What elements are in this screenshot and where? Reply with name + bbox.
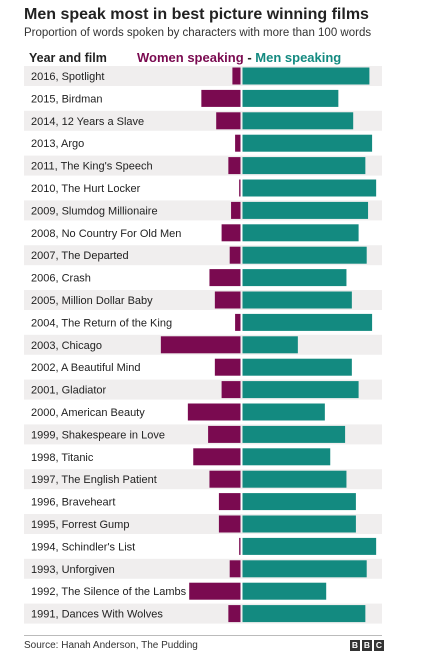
- source-note: Source: Hanah Anderson, The Pudding: [24, 640, 198, 651]
- column-header: Year and film: [29, 51, 107, 65]
- bar-men: [242, 313, 373, 331]
- bar-women: [221, 381, 241, 399]
- row-label: 2008, No Country For Old Men: [31, 228, 181, 240]
- row-label: 2004, The Return of the King: [31, 317, 172, 329]
- bar-women: [208, 425, 241, 443]
- bar-women: [229, 246, 241, 264]
- bar-men: [242, 89, 339, 107]
- row-label: 1993, Unforgiven: [31, 564, 115, 576]
- bar-women: [235, 313, 241, 331]
- legend-separator: -: [247, 50, 252, 65]
- bar-women: [221, 224, 241, 242]
- bar-men: [242, 134, 373, 152]
- bar-men: [242, 291, 352, 309]
- bar-men: [242, 537, 377, 555]
- row-label: 2005, Million Dollar Baby: [31, 295, 153, 307]
- row-label: 2013, Argo: [31, 138, 84, 150]
- bar-women: [229, 560, 241, 578]
- bar-men: [242, 67, 370, 85]
- bar-women: [239, 179, 241, 197]
- bar-men: [242, 179, 377, 197]
- row-label: 2015, Birdman: [31, 93, 103, 105]
- bar-men: [242, 336, 298, 354]
- row-label: 2009, Slumdog Millionaire: [31, 205, 158, 217]
- bar-men: [242, 425, 346, 443]
- bar-men: [242, 224, 359, 242]
- bar-women: [201, 89, 241, 107]
- row-label: 1997, The English Patient: [31, 474, 157, 486]
- bar-women: [216, 112, 241, 130]
- row-label: 1994, Schindler's List: [31, 541, 135, 553]
- legend: Women speaking - Men speaking: [137, 50, 341, 65]
- bar-women: [214, 358, 241, 376]
- logo-letter-c: C: [374, 640, 384, 651]
- row-label: 2003, Chicago: [31, 340, 102, 352]
- row-label: 2006, Crash: [31, 273, 91, 285]
- legend-men: Men speaking: [255, 50, 342, 65]
- bar-men: [242, 560, 367, 578]
- bar-women: [228, 605, 241, 623]
- row-label: 2000, American Beauty: [31, 407, 145, 419]
- bar-men: [242, 246, 367, 264]
- footer-divider: [24, 635, 382, 636]
- row-label: 1998, Titanic: [31, 452, 94, 464]
- bar-men: [242, 269, 347, 287]
- bar-men: [242, 201, 369, 219]
- bar-men: [242, 381, 359, 399]
- chart-title: Men speak most in best picture winning f…: [24, 6, 369, 23]
- row-label: 2010, The Hurt Locker: [31, 183, 141, 195]
- bar-men: [242, 157, 366, 175]
- bar-women: [231, 201, 241, 219]
- row-label: 2002, A Beautiful Mind: [31, 362, 140, 374]
- bar-women: [239, 537, 241, 555]
- bar-men: [242, 515, 356, 533]
- bar-women: [189, 582, 241, 600]
- bar-women: [218, 515, 241, 533]
- row-label: 2001, Gladiator: [31, 385, 107, 397]
- row-label: 1995, Forrest Gump: [31, 519, 129, 531]
- bar-women: [187, 403, 241, 421]
- row-label: 1991, Dances With Wolves: [31, 609, 163, 621]
- bar-women: [235, 134, 241, 152]
- bar-women: [193, 448, 241, 466]
- row-label: 2011, The King's Speech: [31, 161, 153, 173]
- bar-men: [242, 605, 366, 623]
- row-label: 2007, The Departed: [31, 250, 129, 262]
- bar-men: [242, 112, 354, 130]
- bar-women: [209, 470, 241, 488]
- bar-women: [160, 336, 241, 354]
- row-label: 2016, Spotlight: [31, 71, 104, 83]
- logo-letter-b1: B: [350, 640, 360, 651]
- row-label: 1999, Shakespeare in Love: [31, 429, 165, 441]
- bar-women: [228, 157, 241, 175]
- logo-letter-b2: B: [362, 640, 372, 651]
- row-label: 1992, The Silence of the Lambs: [31, 586, 187, 598]
- bbc-logo: B B C: [350, 640, 384, 651]
- bar-men: [242, 358, 352, 376]
- bar-men: [242, 582, 327, 600]
- bar-women: [232, 67, 241, 85]
- bar-women: [209, 269, 241, 287]
- bar-women: [218, 493, 241, 511]
- chart-subtitle: Proportion of words spoken by characters…: [24, 27, 372, 39]
- legend-women: Women speaking: [137, 50, 244, 65]
- row-label: 1996, Braveheart: [31, 497, 115, 509]
- bar-men: [242, 470, 347, 488]
- bar-men: [242, 448, 331, 466]
- bar-men: [242, 493, 356, 511]
- row-label: 2014, 12 Years a Slave: [31, 116, 144, 128]
- bar-women: [214, 291, 241, 309]
- bar-men: [242, 403, 325, 421]
